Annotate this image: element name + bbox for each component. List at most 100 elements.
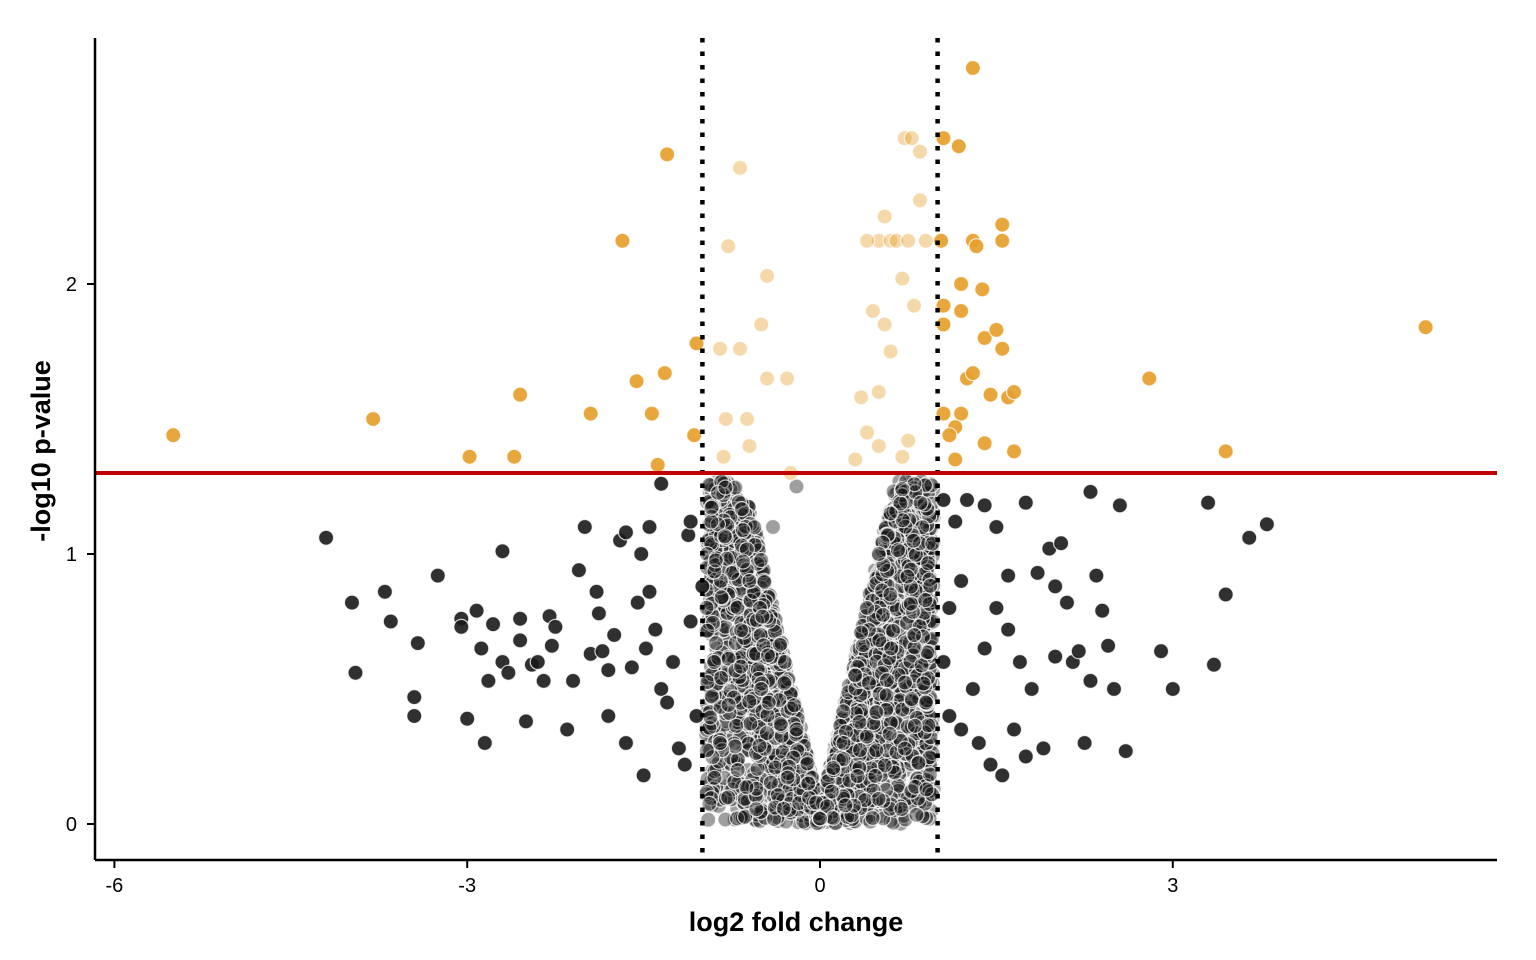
data-point-not-significant [653,680,670,698]
data-point-not-significant [476,734,493,752]
data-point-significant [994,216,1011,233]
core-point [734,553,752,570]
data-point-significant [870,437,887,455]
data-point-not-significant [559,721,576,738]
data-point-significant [512,386,529,403]
data-point-significant [778,370,796,387]
data-point-significant [753,316,770,333]
data-point-not-significant [1000,567,1017,584]
data-point-not-significant [1029,564,1046,582]
data-point-not-significant [764,518,782,536]
data-point-not-significant [676,756,693,773]
core-point [728,717,745,734]
data-point-significant [882,343,899,360]
core-point [713,588,730,606]
data-point-not-significant [1105,680,1123,698]
data-point-significant [365,410,382,428]
data-point-not-significant [1070,643,1087,660]
core-point [884,622,902,639]
data-point-not-significant [670,740,687,757]
data-point-significant [731,340,749,357]
core-point [703,688,720,705]
data-point-not-significant [606,626,623,644]
x-tick-label: 3 [1167,875,1178,897]
core-point [875,606,892,624]
data-point-significant [1005,443,1023,460]
data-point-significant [974,281,991,298]
core-point [754,608,771,625]
data-point-not-significant [1258,516,1275,533]
data-point-significant [858,232,876,249]
core-point [734,522,751,539]
data-point-significant [715,448,732,465]
data-point-not-significant [653,475,670,492]
x-tick-label: -3 [458,875,476,897]
data-point-not-significant [317,529,335,546]
data-point-not-significant [1205,656,1223,673]
core-point [786,697,803,714]
core-point [867,767,884,784]
data-point-significant [894,448,911,465]
data-point-not-significant [1117,742,1134,760]
core-point [883,640,900,657]
core-point [899,568,916,585]
data-point-significant [686,427,703,444]
core-point [906,717,923,734]
core-point [738,778,755,796]
data-point-not-significant [941,707,958,725]
data-point-significant [994,340,1011,357]
data-point-not-significant [800,775,817,792]
data-point-not-significant [958,491,976,509]
core-point [703,513,720,530]
data-point-not-significant [953,572,970,590]
data-point-significant [964,59,981,77]
data-point-not-significant [623,659,640,676]
data-point-not-significant [588,583,605,600]
data-point-significant [903,130,920,147]
core-point [896,674,914,691]
data-point-not-significant [1017,748,1034,765]
data-point-significant [614,232,631,249]
data-point-not-significant [982,756,999,773]
data-point-not-significant [641,518,658,536]
data-point-not-significant [753,680,770,698]
data-point-not-significant [1076,734,1093,752]
core-point [851,741,869,759]
data-point-not-significant [664,653,682,671]
data-point-not-significant [988,599,1005,617]
data-point-significant [911,192,929,209]
core-point [893,800,910,818]
data-point-not-significant [453,618,470,636]
data-point-not-significant [1000,621,1017,638]
data-point-not-significant [500,664,517,681]
core-point [799,755,816,772]
core-point [903,690,920,708]
core-point [779,769,796,786]
core-point [917,591,934,609]
data-point-not-significant [1217,586,1234,603]
data-point-not-significant [1052,535,1070,552]
core-point [748,801,765,818]
data-point-significant [953,302,970,320]
core-point [849,768,866,785]
data-point-not-significant [473,640,490,657]
core-point [837,797,854,814]
data-point-not-significant [570,562,588,579]
core-point [772,716,789,733]
data-point-not-significant [941,599,958,617]
data-point-significant [720,238,737,255]
core-point [920,555,937,572]
data-point-significant [864,302,882,320]
core-point [751,737,768,754]
data-point-significant [643,405,660,422]
core-point [776,675,793,692]
y-tick-label: 1 [66,544,77,566]
data-point-not-significant [741,572,758,590]
data-point-not-significant [406,707,423,725]
x-tick-label: 0 [814,875,825,897]
data-point-not-significant [459,710,476,727]
data-point-significant [717,410,735,428]
data-point-significant [758,267,776,284]
data-point-not-significant [1111,497,1128,514]
data-point-significant [1141,370,1158,387]
